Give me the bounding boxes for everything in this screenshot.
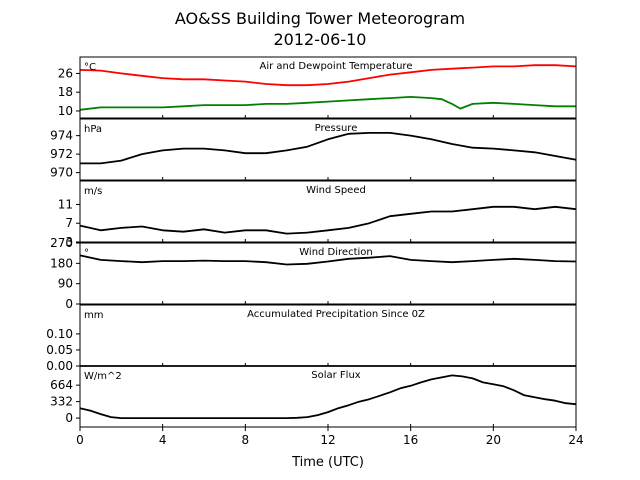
series-line-1 [79, 254, 577, 266]
panel-unit: W/m^2 [84, 371, 122, 382]
y-tick-label: 90 [58, 277, 73, 291]
series-line-1 [79, 205, 577, 235]
y-tick-label: 7 [65, 216, 73, 230]
figure-title: AO&SS Building Tower Meteorogram [175, 9, 465, 28]
y-tick-label: 26 [58, 66, 73, 80]
panel-6: 0 332 664 W/m^2 Solar Flux [50, 365, 577, 428]
y-tick-label: 0 [65, 297, 73, 311]
x-tick-label: 4 [159, 433, 167, 447]
y-tick-label: 270 [50, 236, 73, 250]
y-tick-label: 332 [50, 395, 73, 409]
y-tick-label: 0.05 [46, 343, 73, 357]
y-tick-label: 0.00 [46, 359, 73, 373]
y-tick-label: 972 [50, 147, 73, 161]
x-tick-label: 0 [76, 433, 84, 447]
panel-1: 10 18 26 °C Air and Dewpoint Temperature [58, 56, 577, 119]
panel-5: 0.00 0.05 0.10 mm Accumulated Precipitation … [46, 304, 577, 373]
panel-unit: m/s [84, 186, 102, 197]
y-tick-label: 974 [50, 129, 73, 143]
y-tick-label: 10 [58, 104, 73, 118]
panel-unit: °C [84, 62, 96, 73]
panel-unit: ° [84, 248, 89, 259]
series-line-2 [79, 96, 576, 111]
panel-title: Pressure [315, 123, 358, 134]
panel-title: Wind Direction [299, 247, 373, 258]
series-line-1 [80, 132, 577, 165]
x-tick-label: 24 [568, 433, 583, 447]
x-tick-label: 8 [242, 433, 250, 447]
x-axis: 0 4 8 12 16 20 24 [76, 427, 584, 447]
panel-title: Air and Dewpoint Temperature [260, 61, 413, 72]
panel-title: Wind Speed [306, 185, 366, 196]
y-tick-label: 18 [58, 85, 73, 99]
x-tick-label: 20 [486, 433, 501, 447]
series-line-1 [79, 374, 577, 419]
x-axis-label: Time (UTC) [291, 455, 364, 470]
y-tick-label: 664 [50, 378, 73, 392]
figure-subtitle: 2012-06-10 [274, 30, 367, 49]
y-tick-label: 0 [65, 411, 73, 425]
series-line-1 [79, 64, 577, 87]
panel-title: Accumulated Precipitation Since 0Z [247, 309, 425, 320]
y-tick-label: 11 [58, 197, 73, 211]
panel-unit: hPa [84, 124, 102, 135]
y-tick-label: 3 [65, 235, 73, 249]
x-tick-label: 12 [320, 433, 335, 447]
y-tick-label: 0.10 [46, 327, 73, 341]
x-tick-label: 16 [403, 433, 418, 447]
panel-3: 3 7 11 m/s Wind Speed [58, 180, 577, 249]
y-tick-label: 180 [50, 256, 73, 270]
panel-unit: mm [84, 310, 103, 321]
panel-2: 970 972 974 hPa Pressure [50, 118, 577, 181]
panel-4: 0 90 180 270 ° Wind Direction [50, 236, 577, 311]
panel-title: Solar Flux [311, 370, 361, 381]
y-tick-label: 970 [50, 166, 73, 180]
